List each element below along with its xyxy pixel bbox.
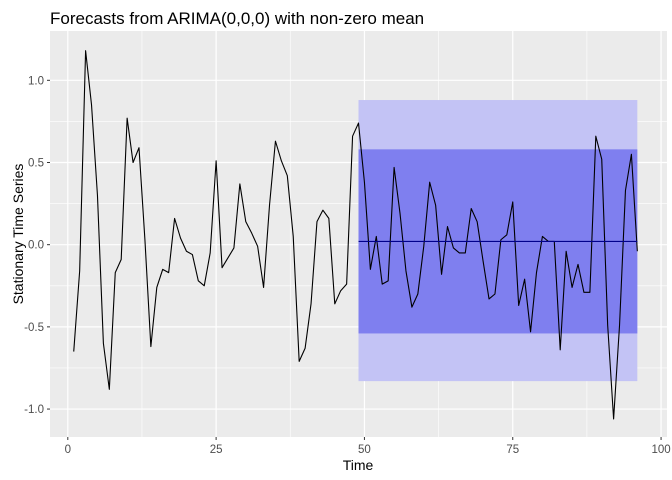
y-tick-label: -1.0: [24, 404, 44, 416]
x-tick-label: 0: [65, 444, 71, 456]
y-axis-title: Stationary Time Series: [10, 164, 26, 305]
x-tick-label: 100: [651, 444, 670, 456]
x-axis-tick-labels: 0 25 50 75 100: [65, 444, 671, 456]
x-tick-label: 75: [506, 444, 519, 456]
series-lines: [73, 50, 638, 420]
x-tick-label: 50: [358, 444, 371, 456]
y-axis-tick-labels: -1.0 -0.5 0.0 0.5 1.0: [24, 75, 44, 416]
chart-title: Forecasts from ARIMA(0,0,0) with non-zer…: [50, 9, 424, 28]
y-tick-label: 0.0: [28, 240, 44, 252]
axis-ticks: [47, 79, 662, 440]
series-line: [73, 50, 638, 420]
y-tick-label: 1.0: [28, 75, 44, 87]
x-axis-title: Time: [343, 457, 374, 473]
y-tick-label: -0.5: [24, 322, 44, 334]
y-tick-label: 0.5: [28, 157, 44, 169]
x-tick-label: 25: [210, 444, 223, 456]
